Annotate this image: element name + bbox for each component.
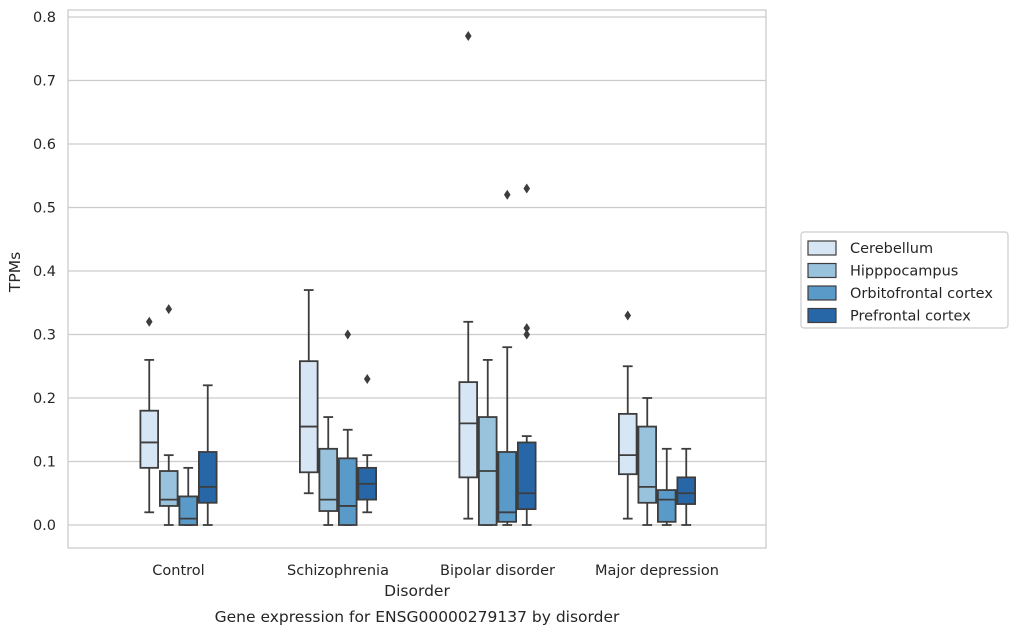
legend-swatch bbox=[807, 307, 837, 324]
y-tick-labels: 0.0 0.1 0.2 0.3 0.4 0.5 0.6 0.7 0.8 bbox=[33, 10, 56, 534]
box-orbitofrontal-cortex bbox=[657, 447, 677, 526]
box-orbitofrontal-cortex bbox=[497, 189, 517, 526]
x-tick-labels: Control Schizophrenia Bipolar disorder Majo… bbox=[152, 563, 719, 579]
box bbox=[657, 489, 677, 523]
legend-entry: Prefrontal cortex bbox=[850, 309, 971, 325]
box-hipppocampus bbox=[318, 416, 338, 526]
y-tick-label: 0.5 bbox=[33, 201, 56, 217]
chart-caption: Gene expression for ENSG00000279137 by d… bbox=[215, 608, 620, 626]
box bbox=[517, 441, 537, 511]
x-tick-label: Bipolar disorder bbox=[440, 563, 555, 579]
outlier-point bbox=[503, 189, 511, 200]
box bbox=[197, 451, 218, 504]
outlier-point bbox=[523, 183, 531, 194]
box bbox=[158, 470, 179, 507]
outlier-point bbox=[363, 373, 371, 384]
legend-swatch bbox=[807, 240, 837, 256]
box bbox=[676, 476, 697, 505]
box-prefrontal-cortex bbox=[676, 447, 697, 526]
box-prefrontal-cortex bbox=[197, 384, 218, 526]
box bbox=[497, 451, 517, 523]
y-tick-label: 0.2 bbox=[33, 391, 56, 407]
box bbox=[298, 360, 319, 474]
box-plot-area bbox=[139, 31, 697, 526]
box-cerebellum bbox=[618, 310, 638, 520]
x-tick-label: Schizophrenia bbox=[287, 563, 389, 579]
outlier-point bbox=[624, 310, 632, 321]
legend-swatch bbox=[807, 285, 837, 301]
legend-frame bbox=[800, 231, 1009, 329]
outlier-point bbox=[464, 31, 472, 42]
box-cerebellum bbox=[139, 316, 159, 514]
x-axis-label: Disorder bbox=[384, 582, 450, 600]
legend-swatch bbox=[807, 262, 837, 279]
outlier-point bbox=[344, 329, 352, 340]
plot-frame bbox=[67, 9, 767, 549]
x-tick-label: Control bbox=[152, 563, 204, 579]
box bbox=[139, 409, 159, 469]
box-hipppocampus bbox=[477, 358, 498, 526]
y-tick-label: 0.7 bbox=[33, 74, 56, 90]
box bbox=[337, 457, 358, 526]
grid-lines bbox=[68, 16, 766, 526]
box-cerebellum bbox=[298, 289, 319, 495]
box bbox=[637, 425, 658, 504]
box-hipppocampus bbox=[158, 304, 179, 526]
box bbox=[178, 495, 198, 526]
legend-entry: Orbitofrontal cortex bbox=[850, 286, 993, 302]
box bbox=[618, 412, 638, 476]
box bbox=[318, 447, 338, 512]
legend-entry: Cerebellum bbox=[850, 241, 933, 257]
legend: Cerebellum Hipppocampus Orbitofrontal cort… bbox=[800, 231, 1009, 329]
outlier-point bbox=[145, 316, 153, 327]
box bbox=[458, 381, 478, 479]
y-axis-label: TPMs bbox=[6, 252, 24, 293]
outlier-point bbox=[523, 323, 531, 334]
y-tick-label: 0.6 bbox=[33, 137, 56, 153]
x-tick-label: Major depression bbox=[595, 563, 719, 579]
outlier-point bbox=[523, 329, 531, 340]
y-tick-label: 0.1 bbox=[33, 455, 56, 471]
box-cerebellum bbox=[458, 31, 478, 520]
box-orbitofrontal-cortex bbox=[337, 329, 358, 526]
box-prefrontal-cortex bbox=[357, 373, 377, 514]
y-tick-label: 0.4 bbox=[33, 264, 56, 280]
y-tick-label: 0.8 bbox=[33, 10, 56, 26]
box-hipppocampus bbox=[637, 397, 658, 526]
box-prefrontal-cortex bbox=[517, 183, 537, 526]
legend-entry: Hipppocampus bbox=[850, 264, 958, 280]
y-tick-label: 0.0 bbox=[33, 518, 56, 534]
y-tick-label: 0.3 bbox=[33, 328, 56, 344]
outlier-point bbox=[165, 304, 173, 315]
box-orbitofrontal-cortex bbox=[178, 466, 198, 526]
